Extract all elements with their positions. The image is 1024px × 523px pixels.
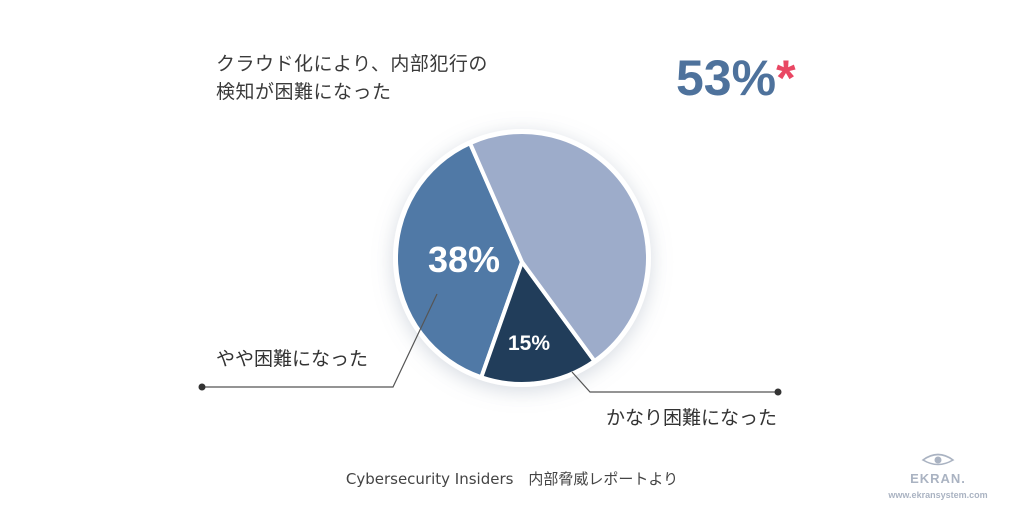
pie-slice-other (468, 130, 650, 364)
pie-slice-somewhat (394, 141, 524, 380)
source-caption: Cybersecurity Insiders 内部脅威レポートより (345, 470, 679, 488)
logo-url: www.ekransystem.com (888, 490, 988, 500)
headline-stat: 53%* (676, 48, 796, 108)
title-line-2: 検知が困難になった (216, 81, 392, 103)
slice-label-somewhat: やや困難になった (216, 348, 368, 370)
slice-value-very: 15% (508, 332, 550, 355)
title-line-1: クラウド化により、内部犯行の (216, 53, 488, 75)
headline-value: 53% (676, 50, 777, 106)
slice-label-very: かなり困難になった (606, 407, 777, 429)
pie-slices (394, 130, 650, 386)
leader-line-somewhat (202, 293, 438, 388)
headline-asterisk: * (776, 50, 796, 106)
pie-slice-very (479, 260, 597, 386)
leader-dot-somewhat (198, 383, 206, 391)
company-logo: EKRAN. www.ekransystem.com (878, 452, 998, 500)
logo-name: EKRAN. (910, 471, 966, 486)
chart-title: クラウド化により、内部犯行の 検知が困難になった (216, 50, 488, 106)
leader-line-very (571, 371, 778, 393)
leader-dot-very (774, 388, 782, 396)
eye-icon (921, 453, 955, 466)
slice-value-somewhat: 38% (428, 239, 500, 280)
